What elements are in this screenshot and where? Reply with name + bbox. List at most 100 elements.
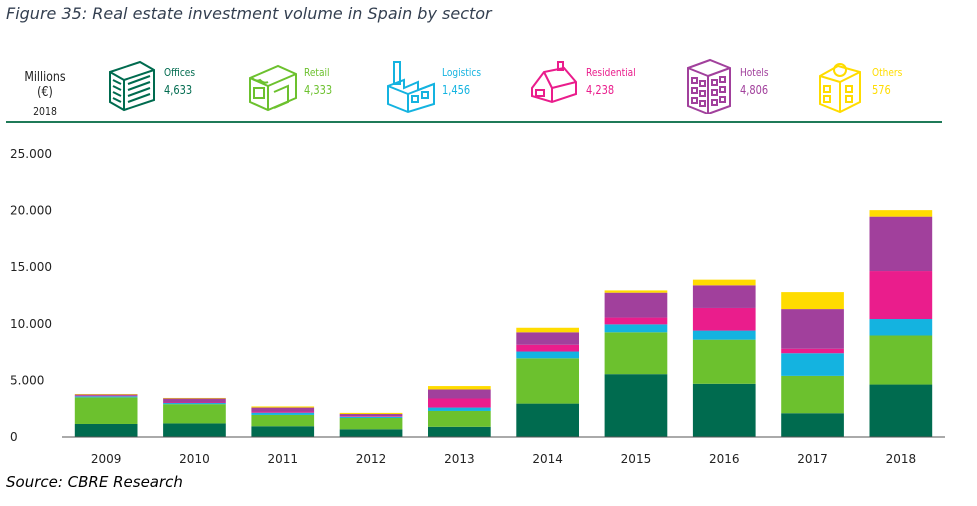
bar-segment-retail-2012 <box>339 417 403 430</box>
bar-segment-residential-2016 <box>692 307 756 331</box>
bar-segment-others-2018 <box>869 210 933 217</box>
legend-label: Hotels <box>740 66 769 79</box>
y-axis: 0 5.000 10.000 15.000 20.000 25.000 <box>10 147 52 444</box>
bar-segment-logistics-2016 <box>692 330 756 340</box>
legend-value: 576 <box>872 83 891 97</box>
x-tick-label: 2018 <box>886 452 917 466</box>
bar-segment-others-2015 <box>604 290 668 293</box>
bar-segment-logistics-2009 <box>74 396 138 398</box>
bar-segment-retail-2017 <box>781 375 844 414</box>
bar-segment-logistics-2015 <box>604 324 668 333</box>
x-tick-label: 2015 <box>621 452 652 466</box>
bar-segment-residential-2017 <box>781 348 844 354</box>
bar-segment-offices-2010 <box>163 423 226 437</box>
legend-label: Residential <box>586 66 636 79</box>
bar-group <box>74 210 933 437</box>
bar-segment-logistics-2014 <box>516 351 579 359</box>
bar-segment-others-2012 <box>339 412 403 415</box>
bar-segment-hotels-2017 <box>781 309 844 349</box>
bar-segment-logistics-2010 <box>163 403 226 405</box>
bar-segment-others-2011 <box>251 406 315 408</box>
x-tick-label: 2010 <box>179 452 210 466</box>
bar-segment-retail-2011 <box>251 414 315 427</box>
bar-segment-others-2009 <box>74 393 138 395</box>
others-building-icon <box>819 63 861 114</box>
bar-segment-offices-2018 <box>869 384 933 437</box>
y-tick-label: 15.000 <box>10 260 52 274</box>
bar-segment-residential-2018 <box>869 271 933 320</box>
bar-segment-residential-2009 <box>74 395 138 397</box>
bar-segment-retail-2014 <box>516 358 579 404</box>
bar-segment-hotels-2014 <box>516 332 579 345</box>
legend-value: 4,238 <box>586 83 615 97</box>
hotel-building-icon <box>687 58 731 114</box>
bar-segment-offices-2009 <box>74 423 138 437</box>
y-tick-label: 0 <box>10 430 18 444</box>
x-tick-label: 2009 <box>91 452 122 466</box>
header-divider <box>6 121 942 123</box>
bar-segment-others-2013 <box>428 386 491 390</box>
bar-segment-hotels-2009 <box>74 394 138 396</box>
house-icon <box>531 61 577 104</box>
bar-segment-others-2010 <box>163 397 226 399</box>
bar-segment-offices-2012 <box>339 429 403 437</box>
x-tick-label: 2011 <box>267 452 298 466</box>
source-note: Source: CBRE Research <box>6 473 183 491</box>
figure-title: Figure 35: Real estate investment volume… <box>6 4 492 23</box>
bar-segment-hotels-2018 <box>869 216 933 272</box>
bar-segment-offices-2014 <box>516 403 579 437</box>
bar-segment-retail-2015 <box>604 332 668 375</box>
bar-segment-hotels-2013 <box>428 389 491 399</box>
unit-year: 2018 <box>33 105 57 118</box>
bar-segment-residential-2012 <box>339 416 403 417</box>
bar-segment-hotels-2016 <box>692 285 756 308</box>
x-tick-label: 2014 <box>532 452 563 466</box>
bar-segment-residential-2010 <box>163 402 226 404</box>
legend-label: Logistics <box>442 66 482 79</box>
legend-value: 4,633 <box>164 83 193 97</box>
unit-text: Millions (€) <box>24 70 66 100</box>
y-tick-label: 25.000 <box>10 147 52 161</box>
legend-label: Retail <box>304 66 330 79</box>
bar-segment-offices-2013 <box>428 426 491 437</box>
office-building-icon <box>109 60 155 112</box>
bar-segment-logistics-2011 <box>251 412 315 415</box>
x-tick-label: 2016 <box>709 452 740 466</box>
bar-segment-retail-2010 <box>163 404 226 424</box>
x-axis: 2009 2010 2011 2012 2013 2014 2015 2016 2017 2018 <box>91 452 916 466</box>
bar-segment-others-2014 <box>516 327 579 333</box>
bar-segment-retail-2018 <box>869 335 933 385</box>
bar-segment-hotels-2011 <box>251 407 315 412</box>
bar-segment-logistics-2017 <box>781 353 844 376</box>
bar-segment-residential-2011 <box>251 411 315 413</box>
bar-segment-residential-2015 <box>604 317 668 325</box>
x-tick-label: 2013 <box>444 452 475 466</box>
y-tick-label: 20.000 <box>10 204 52 218</box>
bar-segment-logistics-2018 <box>869 319 933 336</box>
y-tick-label: 5.000 <box>10 373 44 387</box>
bar-segment-retail-2013 <box>428 410 491 427</box>
x-tick-label: 2017 <box>797 452 828 466</box>
bar-segment-logistics-2012 <box>339 416 403 418</box>
unit-label: Millions (€) 2018 <box>10 70 80 118</box>
legend-label: Offices <box>164 66 196 79</box>
bar-segment-others-2017 <box>781 292 844 310</box>
bar-segment-offices-2017 <box>781 413 844 437</box>
bar-segment-hotels-2012 <box>339 414 403 417</box>
bar-segment-hotels-2010 <box>163 398 226 403</box>
y-tick-label: 10.000 <box>10 317 52 331</box>
bar-segment-others-2016 <box>692 279 756 286</box>
bar-segment-residential-2014 <box>516 344 579 352</box>
legend-value: 4,333 <box>304 83 333 97</box>
factory-icon <box>387 61 435 114</box>
bar-segment-retail-2016 <box>692 339 756 384</box>
bar-segment-hotels-2015 <box>604 292 668 318</box>
retail-store-icon <box>249 64 297 112</box>
x-tick-label: 2012 <box>356 452 387 466</box>
legend-value: 1,456 <box>442 83 471 97</box>
bar-segment-offices-2015 <box>604 374 668 437</box>
bar-segment-offices-2016 <box>692 383 756 437</box>
legend-label: Others <box>872 66 903 79</box>
bar-segment-residential-2013 <box>428 398 491 408</box>
